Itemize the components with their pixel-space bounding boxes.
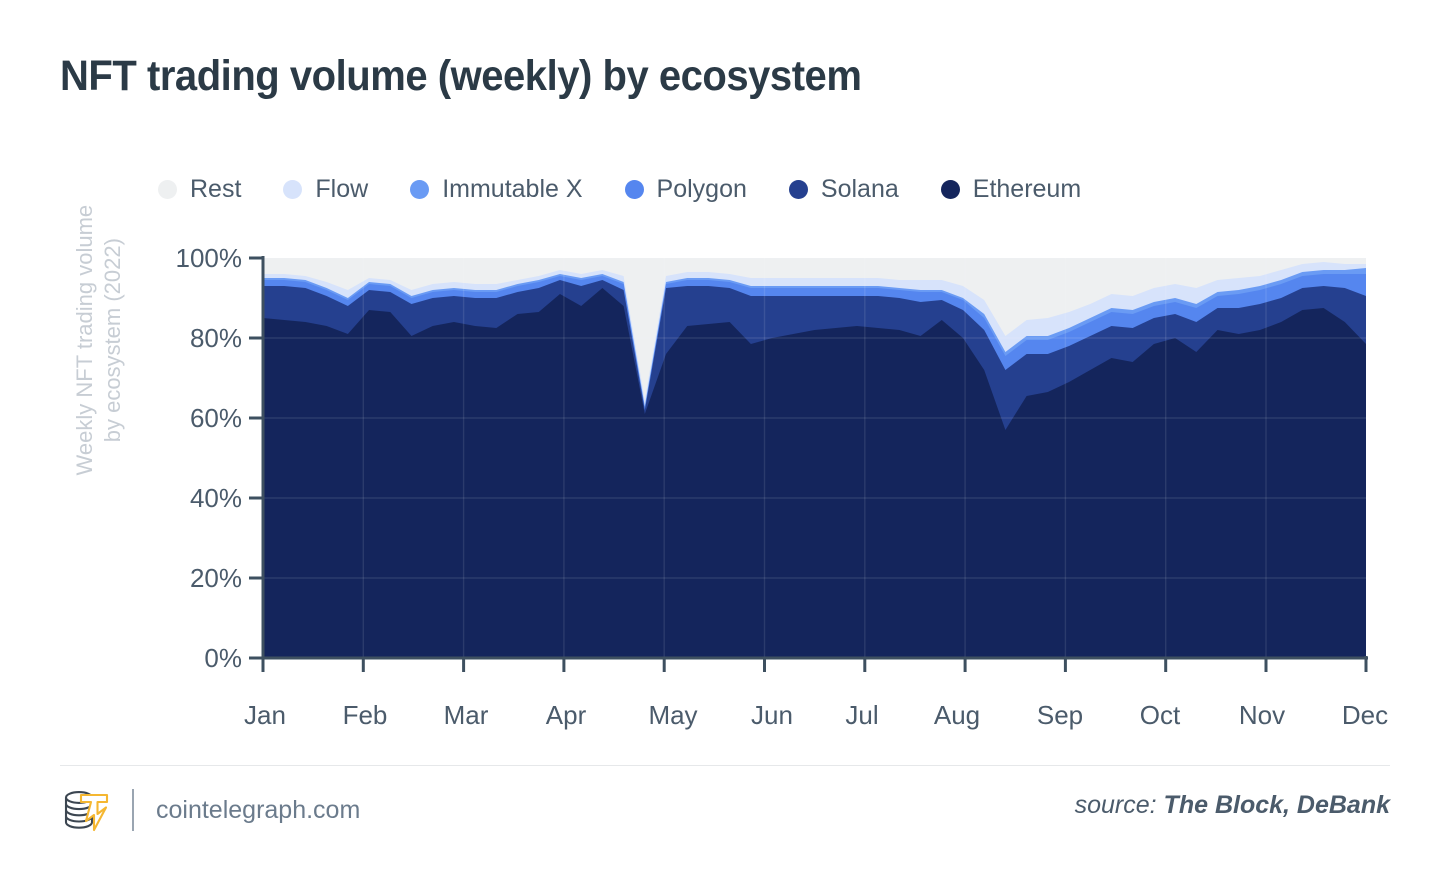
area-series-polygon <box>263 274 1366 658</box>
legend-label-solana: Solana <box>820 175 899 203</box>
legend-item-polygon[interactable]: Polygon <box>624 175 747 204</box>
x-tick-label-apr: Apr <box>545 700 587 730</box>
x-tick-label-aug: Aug <box>933 700 981 730</box>
axis-lines <box>249 256 1368 672</box>
page-title: NFT trading volume (weekly) by ecosystem <box>60 52 862 100</box>
legend-label-polygon: Polygon <box>656 175 747 203</box>
x-tick-label-jan: Jan <box>244 700 286 730</box>
x-tick-label-feb: Feb <box>342 700 388 730</box>
legend-label-ethereum: Ethereum <box>972 175 1082 203</box>
legend-dot-icon <box>940 180 960 199</box>
legend-item-flow[interactable]: Flow <box>283 175 368 204</box>
y-tick-label-100: 100% <box>175 243 243 273</box>
area-series-immutable-x <box>263 268 1366 658</box>
legend-dot-icon <box>624 180 644 199</box>
x-tick-label-may: May <box>648 700 698 730</box>
brand-url[interactable]: cointelegraph.com <box>156 795 361 824</box>
y-axis-title: Weekly NFT trading volume by ecosystem (… <box>71 145 127 535</box>
source-credit: source: The Block, DeBank <box>1075 791 1390 820</box>
y-tick-label-40: 40% <box>189 483 242 513</box>
legend-item-immutable-x[interactable]: Immutable X <box>410 175 583 204</box>
y-tick-label-60: 60% <box>189 403 242 433</box>
footer: cointelegraph.com source: The Block, DeB… <box>60 785 1390 855</box>
grid-lines <box>263 257 1366 658</box>
legend-item-rest[interactable]: Rest <box>158 175 241 204</box>
source-label: source: <box>1074 791 1157 819</box>
source-value: The Block, DeBank <box>1163 791 1390 819</box>
legend-label-flow: Flow <box>315 175 369 203</box>
x-tick-label-oct: Oct <box>1139 700 1181 730</box>
brand-divider <box>132 789 134 831</box>
x-tick-label-dec: Dec <box>1341 700 1389 730</box>
chart-legend: Rest Flow Immutable X Polygon Solana Eth… <box>158 175 1123 204</box>
legend-dot-icon <box>410 180 430 199</box>
x-tick-label-jun: Jun <box>751 700 793 730</box>
x-tick-label-jul: Jul <box>845 700 879 730</box>
area-series-flow <box>263 262 1366 658</box>
y-tick-label-0: 0% <box>204 643 242 673</box>
area-series-solana <box>263 280 1366 658</box>
x-tick-label-nov: Nov <box>1238 700 1286 730</box>
brand-block[interactable]: cointelegraph.com <box>60 785 360 835</box>
legend-dot-icon <box>158 180 177 199</box>
legend-item-ethereum[interactable]: Ethereum <box>940 175 1082 204</box>
x-tick-label-sep: Sep <box>1036 700 1084 730</box>
legend-label-rest: Rest <box>190 175 242 203</box>
legend-dot-icon <box>788 180 808 199</box>
x-tick-label-mar: Mar <box>443 700 489 730</box>
footer-divider <box>60 765 1390 766</box>
y-tick-label-80: 80% <box>189 323 242 353</box>
legend-item-solana[interactable]: Solana <box>788 175 899 204</box>
y-tick-label-20: 20% <box>189 563 242 593</box>
area-series-rest <box>263 258 1366 658</box>
area-series-ethereum <box>263 288 1366 658</box>
legend-dot-icon <box>283 180 303 199</box>
area-layers <box>263 258 1366 658</box>
y-axis-title-line1: Weekly NFT trading volume <box>71 204 97 476</box>
cointelegraph-logo-icon <box>64 791 109 832</box>
legend-label-immutable-x: Immutable X <box>442 175 583 203</box>
